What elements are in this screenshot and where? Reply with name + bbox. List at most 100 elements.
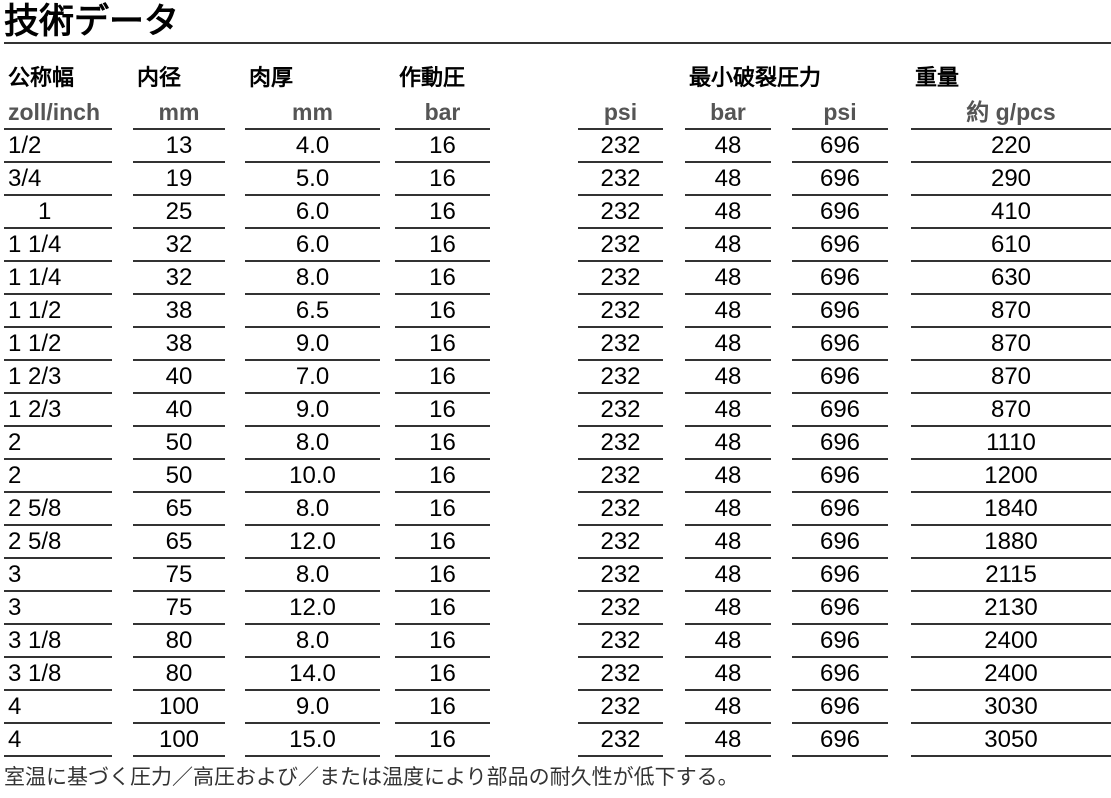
table-cell-working-pressure-bar: 16 (395, 328, 490, 361)
table-cell-working-pressure-bar: 16 (395, 559, 490, 592)
table-cell-working-pressure-psi: 232 (578, 295, 663, 328)
table-cell-weight: 610 (911, 229, 1111, 262)
table-cell-wall-thickness: 8.0 (245, 559, 380, 592)
table-cell-nominal-size: 1 1/4 (4, 229, 112, 262)
table-cell-inner-diameter: 25 (133, 196, 225, 229)
table-cell-burst-pressure-bar: 48 (685, 427, 771, 460)
table-cell-working-pressure-psi: 232 (578, 196, 663, 229)
table-cell-inner-diameter: 75 (133, 592, 225, 625)
column-unit-header: 約 g/pcs (911, 97, 1111, 130)
table-cell-working-pressure-bar: 16 (395, 592, 490, 625)
table-cell-wall-thickness: 6.5 (245, 295, 380, 328)
column-unit-header: bar (395, 97, 490, 130)
table-cell-inner-diameter: 50 (133, 460, 225, 493)
table-cell-working-pressure-psi: 232 (578, 559, 663, 592)
table-cell-working-pressure-psi: 232 (578, 592, 663, 625)
table-cell-working-pressure-bar: 16 (395, 691, 490, 724)
table-cell-working-pressure-bar: 16 (395, 361, 490, 394)
table-cell-wall-thickness: 9.0 (245, 328, 380, 361)
table-cell-burst-pressure-bar: 48 (685, 196, 771, 229)
table-cell-inner-diameter: 40 (133, 361, 225, 394)
table-cell-burst-pressure-psi: 696 (792, 163, 888, 196)
table-cell-nominal-size: 1 1/4 (4, 262, 112, 295)
table-cell-working-pressure-psi: 232 (578, 526, 663, 559)
table-cell-working-pressure-bar: 16 (395, 724, 490, 757)
column-unit-header: psi (578, 97, 663, 130)
table-cell-burst-pressure-psi: 696 (792, 559, 888, 592)
table-cell-burst-pressure-psi: 696 (792, 592, 888, 625)
table-cell-nominal-size: 1 (4, 196, 112, 229)
table-cell-working-pressure-bar: 16 (395, 625, 490, 658)
table-cell-inner-diameter: 38 (133, 295, 225, 328)
table-cell-burst-pressure-bar: 48 (685, 625, 771, 658)
table-cell-burst-pressure-psi: 696 (792, 130, 888, 163)
column-group-header: 内径 (137, 65, 182, 90)
table-cell-working-pressure-psi: 232 (578, 460, 663, 493)
table-cell-weight: 1840 (911, 493, 1111, 526)
table-cell-nominal-size: 3 (4, 592, 112, 625)
table-cell-burst-pressure-psi: 696 (792, 394, 888, 427)
table-cell-burst-pressure-bar: 48 (685, 493, 771, 526)
table-cell-burst-pressure-psi: 696 (792, 229, 888, 262)
table-cell-nominal-size: 3 (4, 559, 112, 592)
table-cell-nominal-size: 2 (4, 460, 112, 493)
table-cell-burst-pressure-bar: 48 (685, 361, 771, 394)
column-unit-header: psi (792, 97, 888, 130)
table-cell-inner-diameter: 80 (133, 658, 225, 691)
table-cell-working-pressure-bar: 16 (395, 658, 490, 691)
column-unit-header: zoll/inch (4, 97, 112, 130)
table-cell-working-pressure-psi: 232 (578, 691, 663, 724)
table-cell-burst-pressure-bar: 48 (685, 295, 771, 328)
table-cell-working-pressure-psi: 232 (578, 229, 663, 262)
table-cell-burst-pressure-psi: 696 (792, 361, 888, 394)
table-cell-weight: 870 (911, 328, 1111, 361)
table-cell-inner-diameter: 75 (133, 559, 225, 592)
table-cell-weight: 290 (911, 163, 1111, 196)
table-cell-working-pressure-bar: 16 (395, 163, 490, 196)
table-cell-burst-pressure-bar: 48 (685, 691, 771, 724)
table-cell-burst-pressure-bar: 48 (685, 394, 771, 427)
table-cell-working-pressure-bar: 16 (395, 262, 490, 295)
table-cell-burst-pressure-psi: 696 (792, 658, 888, 691)
table-cell-working-pressure-bar: 16 (395, 526, 490, 559)
table-cell-working-pressure-psi: 232 (578, 328, 663, 361)
table-cell-wall-thickness: 12.0 (245, 592, 380, 625)
table-cell-burst-pressure-psi: 696 (792, 262, 888, 295)
column-group-header: 公称幅 (8, 65, 75, 90)
table-cell-weight: 870 (911, 361, 1111, 394)
table-cell-nominal-size: 3 1/8 (4, 658, 112, 691)
table-cell-burst-pressure-psi: 696 (792, 427, 888, 460)
table-cell-burst-pressure-bar: 48 (685, 592, 771, 625)
table-cell-wall-thickness: 12.0 (245, 526, 380, 559)
table-cell-burst-pressure-psi: 696 (792, 493, 888, 526)
table-cell-working-pressure-psi: 232 (578, 427, 663, 460)
table-cell-working-pressure-bar: 16 (395, 427, 490, 460)
table-cell-weight: 3050 (911, 724, 1111, 757)
table-cell-nominal-size: 3/4 (4, 163, 112, 196)
column-group-header: 肉厚 (249, 65, 294, 90)
table-cell-nominal-size: 2 5/8 (4, 493, 112, 526)
table-cell-weight: 870 (911, 394, 1111, 427)
table-cell-inner-diameter: 80 (133, 625, 225, 658)
table-cell-weight: 2115 (911, 559, 1111, 592)
table-cell-wall-thickness: 6.0 (245, 229, 380, 262)
table-cell-weight: 2400 (911, 658, 1111, 691)
table-cell-working-pressure-bar: 16 (395, 229, 490, 262)
table-cell-nominal-size: 4 (4, 691, 112, 724)
table-cell-inner-diameter: 100 (133, 724, 225, 757)
table-cell-burst-pressure-bar: 48 (685, 328, 771, 361)
table-cell-burst-pressure-bar: 48 (685, 229, 771, 262)
footnote: 室温に基づく圧力／高圧および／または温度により部品の耐久性が低下する。 (4, 766, 739, 789)
table-cell-nominal-size: 3 1/8 (4, 625, 112, 658)
table-cell-weight: 630 (911, 262, 1111, 295)
table-cell-burst-pressure-bar: 48 (685, 559, 771, 592)
column-group-header: 最小破裂圧力 (689, 65, 822, 90)
table-cell-burst-pressure-bar: 48 (685, 163, 771, 196)
table-cell-wall-thickness: 8.0 (245, 493, 380, 526)
table-cell-burst-pressure-bar: 48 (685, 262, 771, 295)
column-unit-header: bar (685, 97, 771, 130)
column-group-header: 重量 (915, 65, 960, 90)
table-cell-weight: 870 (911, 295, 1111, 328)
table-cell-inner-diameter: 65 (133, 526, 225, 559)
column-unit-header: mm (133, 97, 225, 130)
